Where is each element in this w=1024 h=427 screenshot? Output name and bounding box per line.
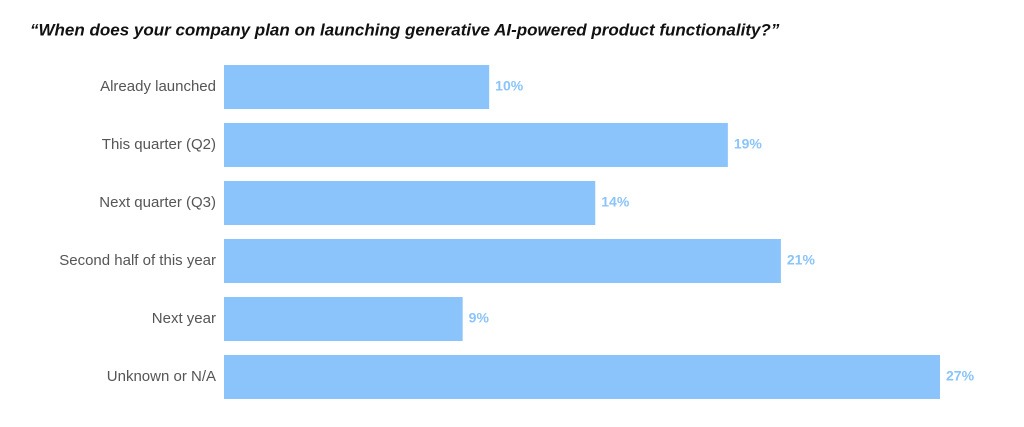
category-label: Second half of this year — [59, 252, 216, 269]
category-label: Next quarter (Q3) — [99, 194, 216, 211]
chart-title: “When does your company plan on launchin… — [30, 20, 780, 39]
value-label: 21% — [787, 252, 816, 268]
category-label: Unknown or N/A — [107, 368, 216, 385]
value-label: 27% — [946, 368, 975, 384]
bar — [224, 297, 463, 341]
bar — [224, 355, 940, 399]
category-label: Already launched — [100, 78, 216, 95]
bar — [224, 239, 781, 283]
value-label: 9% — [469, 310, 490, 326]
category-label: Next year — [152, 310, 216, 327]
bar — [224, 123, 728, 167]
category-label: This quarter (Q2) — [102, 136, 216, 153]
value-label: 19% — [734, 136, 763, 152]
value-label: 10% — [495, 78, 524, 94]
bar — [224, 65, 490, 109]
bar — [224, 181, 596, 225]
value-label: 14% — [601, 194, 630, 210]
